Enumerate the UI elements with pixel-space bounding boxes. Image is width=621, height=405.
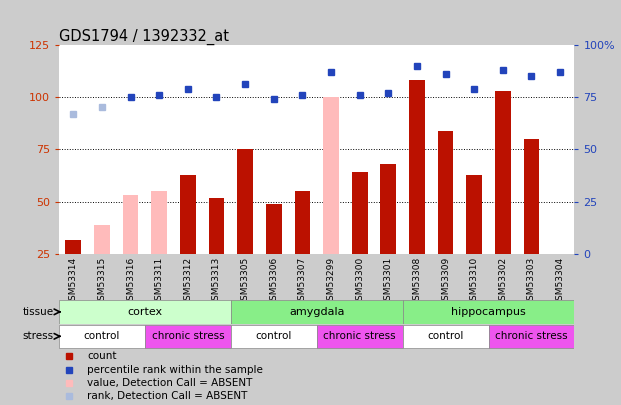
Text: GSM53302: GSM53302: [498, 256, 507, 306]
Bar: [294, 191, 310, 254]
Text: control: control: [256, 331, 292, 341]
Bar: [438, 130, 453, 254]
Text: amygdala: amygdala: [289, 307, 345, 317]
Text: GSM53306: GSM53306: [270, 256, 278, 306]
Text: GSM53316: GSM53316: [126, 256, 135, 306]
Text: GSM53299: GSM53299: [327, 256, 335, 306]
Text: cortex: cortex: [127, 307, 163, 317]
Text: control: control: [84, 331, 120, 341]
Bar: [65, 239, 81, 254]
Text: GDS1794 / 1392332_at: GDS1794 / 1392332_at: [59, 28, 229, 45]
Bar: [237, 149, 253, 254]
Bar: [402, 324, 489, 348]
Bar: [402, 300, 574, 324]
Text: percentile rank within the sample: percentile rank within the sample: [88, 364, 263, 375]
Bar: [317, 324, 402, 348]
Text: chronic stress: chronic stress: [152, 331, 224, 341]
Bar: [351, 173, 368, 254]
Bar: [409, 80, 425, 254]
Bar: [152, 191, 167, 254]
Bar: [524, 139, 540, 254]
Text: GSM53307: GSM53307: [298, 256, 307, 306]
Bar: [145, 324, 231, 348]
Text: GSM53312: GSM53312: [183, 256, 193, 306]
Text: GSM53304: GSM53304: [556, 256, 564, 306]
Bar: [59, 300, 231, 324]
Bar: [180, 175, 196, 254]
Text: GSM53301: GSM53301: [384, 256, 393, 306]
Text: chronic stress: chronic stress: [495, 331, 568, 341]
Text: GSM53303: GSM53303: [527, 256, 536, 306]
Text: tissue: tissue: [23, 307, 54, 317]
Text: control: control: [427, 331, 464, 341]
Text: GSM53313: GSM53313: [212, 256, 221, 306]
Bar: [266, 204, 282, 254]
Text: GSM53315: GSM53315: [97, 256, 106, 306]
Bar: [231, 324, 317, 348]
Text: GSM53314: GSM53314: [69, 256, 78, 306]
Bar: [323, 97, 339, 254]
Text: rank, Detection Call = ABSENT: rank, Detection Call = ABSENT: [88, 391, 248, 401]
Text: value, Detection Call = ABSENT: value, Detection Call = ABSENT: [88, 377, 253, 388]
Text: GSM53308: GSM53308: [412, 256, 422, 306]
Text: GSM53311: GSM53311: [155, 256, 164, 306]
Text: count: count: [88, 352, 117, 361]
Bar: [231, 300, 402, 324]
Text: hippocampus: hippocampus: [451, 307, 526, 317]
Bar: [489, 324, 574, 348]
Text: GSM53305: GSM53305: [240, 256, 250, 306]
Text: GSM53310: GSM53310: [469, 256, 479, 306]
Bar: [381, 164, 396, 254]
Text: chronic stress: chronic stress: [324, 331, 396, 341]
Text: GSM53309: GSM53309: [441, 256, 450, 306]
Text: GSM53300: GSM53300: [355, 256, 364, 306]
Bar: [123, 196, 138, 254]
Text: stress: stress: [23, 331, 54, 341]
Bar: [59, 324, 145, 348]
Bar: [209, 198, 224, 254]
Bar: [94, 225, 110, 254]
Bar: [495, 91, 510, 254]
Bar: [466, 175, 482, 254]
